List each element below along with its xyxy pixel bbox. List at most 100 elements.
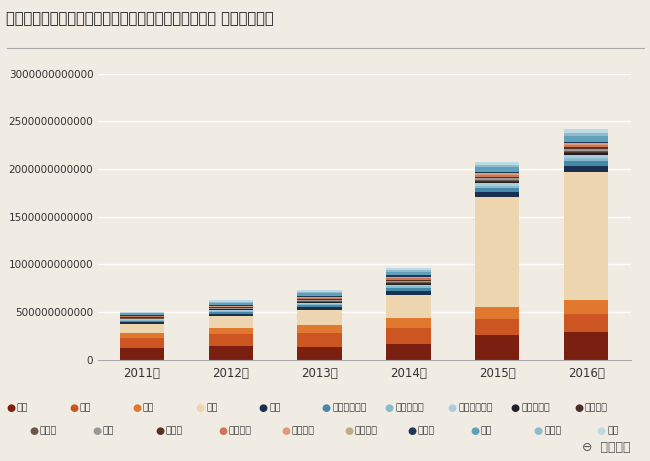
Bar bbox=[120, 338, 164, 348]
Bar bbox=[386, 270, 430, 272]
Bar bbox=[386, 280, 430, 281]
Bar bbox=[386, 328, 430, 344]
Text: ●: ● bbox=[385, 403, 394, 413]
Bar bbox=[209, 301, 253, 302]
Text: ロシア: ロシア bbox=[418, 426, 436, 436]
Text: ●: ● bbox=[196, 403, 205, 413]
Bar bbox=[386, 282, 430, 283]
Bar bbox=[120, 312, 164, 313]
Bar bbox=[386, 288, 430, 291]
Bar bbox=[386, 291, 430, 295]
Bar bbox=[209, 310, 253, 311]
Text: ●: ● bbox=[281, 426, 291, 436]
Bar bbox=[209, 314, 253, 316]
Bar bbox=[120, 316, 164, 317]
Bar bbox=[475, 174, 519, 175]
Text: 台湾: 台湾 bbox=[80, 403, 92, 413]
Bar bbox=[475, 192, 519, 197]
Bar bbox=[298, 292, 342, 293]
Bar bbox=[386, 275, 430, 277]
Bar bbox=[386, 344, 430, 360]
Bar bbox=[386, 281, 430, 282]
Bar bbox=[298, 310, 342, 325]
Bar bbox=[209, 316, 253, 328]
Bar bbox=[120, 317, 164, 318]
Text: 韓国: 韓国 bbox=[17, 403, 29, 413]
Bar bbox=[564, 151, 608, 152]
Bar bbox=[475, 185, 519, 189]
Text: ●: ● bbox=[597, 426, 606, 436]
Text: ●: ● bbox=[574, 403, 583, 413]
Bar bbox=[564, 149, 608, 151]
Bar bbox=[564, 153, 608, 155]
Bar bbox=[120, 348, 164, 360]
Text: ドイツ: ドイツ bbox=[166, 426, 183, 436]
Bar bbox=[386, 295, 430, 319]
Bar bbox=[298, 304, 342, 305]
Text: ●: ● bbox=[259, 403, 268, 413]
Bar bbox=[475, 189, 519, 192]
Bar bbox=[298, 299, 342, 300]
Text: ●: ● bbox=[133, 403, 142, 413]
Bar bbox=[209, 309, 253, 310]
Bar bbox=[475, 177, 519, 178]
Bar bbox=[564, 161, 608, 165]
Bar bbox=[209, 308, 253, 309]
Bar bbox=[120, 315, 164, 316]
Text: スペイン: スペイン bbox=[355, 426, 378, 436]
Bar bbox=[475, 172, 519, 173]
Bar bbox=[209, 302, 253, 303]
Text: ●: ● bbox=[29, 426, 38, 436]
Bar bbox=[475, 173, 519, 174]
Bar bbox=[209, 311, 253, 312]
Text: 香港: 香港 bbox=[143, 403, 155, 413]
Bar bbox=[475, 335, 519, 360]
Bar bbox=[209, 334, 253, 346]
Text: イタリア: イタリア bbox=[292, 426, 315, 436]
Bar bbox=[475, 197, 519, 307]
Bar bbox=[209, 303, 253, 305]
Bar bbox=[564, 152, 608, 153]
Text: 中国: 中国 bbox=[206, 403, 218, 413]
Bar bbox=[564, 142, 608, 143]
Bar bbox=[564, 133, 608, 136]
Bar bbox=[475, 319, 519, 335]
Text: ●: ● bbox=[344, 426, 354, 436]
Text: インド: インド bbox=[40, 426, 57, 436]
Text: ●: ● bbox=[471, 426, 480, 436]
Bar bbox=[209, 305, 253, 306]
Bar bbox=[120, 322, 164, 324]
Bar bbox=[564, 130, 608, 133]
Bar bbox=[298, 290, 342, 292]
Text: ●: ● bbox=[155, 426, 164, 436]
Bar bbox=[475, 178, 519, 180]
Text: フィリピン: フィリピン bbox=[521, 403, 550, 413]
Bar bbox=[564, 171, 608, 300]
Text: 米国: 米国 bbox=[481, 426, 493, 436]
Bar bbox=[475, 180, 519, 181]
Bar bbox=[298, 325, 342, 333]
Bar bbox=[386, 319, 430, 328]
Bar bbox=[386, 286, 430, 288]
Text: ●: ● bbox=[408, 426, 417, 436]
Bar bbox=[120, 319, 164, 320]
Bar bbox=[564, 165, 608, 171]
Bar bbox=[209, 328, 253, 334]
Bar bbox=[564, 155, 608, 158]
Text: インバウンド消費データ（訪日外国人消費動向）国別 年推移グラフ: インバウンド消費データ（訪日外国人消費動向）国別 年推移グラフ bbox=[6, 12, 274, 27]
Bar bbox=[120, 321, 164, 322]
Bar bbox=[386, 268, 430, 270]
Text: マレーシア: マレーシア bbox=[395, 403, 424, 413]
Bar bbox=[475, 181, 519, 182]
Bar bbox=[475, 175, 519, 177]
Text: ●: ● bbox=[322, 403, 331, 413]
Text: ●: ● bbox=[218, 426, 227, 436]
Bar bbox=[564, 158, 608, 161]
Bar bbox=[298, 298, 342, 299]
Text: タイ: タイ bbox=[269, 403, 281, 413]
Bar bbox=[564, 332, 608, 360]
Bar bbox=[564, 314, 608, 332]
Text: 豪州: 豪州 bbox=[607, 426, 619, 436]
Text: ●: ● bbox=[448, 403, 457, 413]
Bar bbox=[120, 320, 164, 321]
